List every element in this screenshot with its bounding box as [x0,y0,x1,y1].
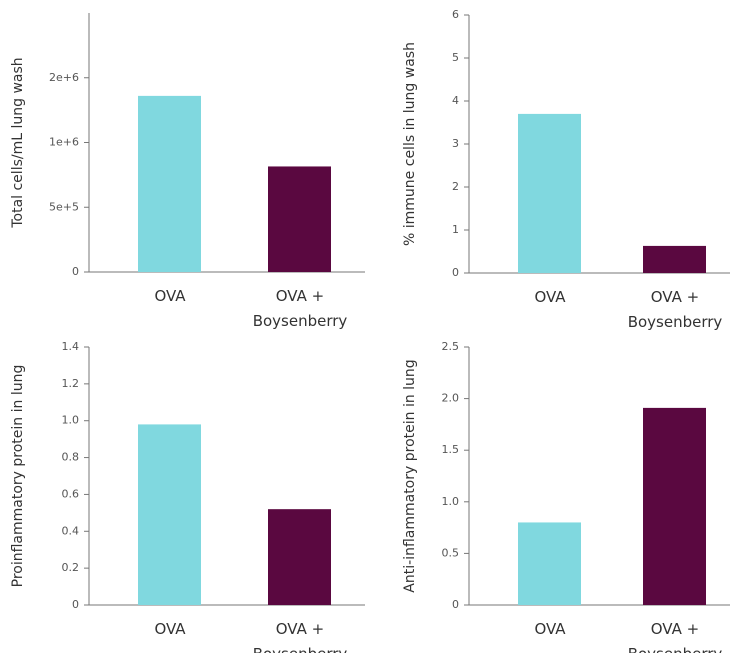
x-tick-label: OVA + Boysenberry [628,620,723,653]
x-tick-label: OVA [534,288,566,306]
x-tick-label: OVA [534,620,566,638]
y-tick-label: 1.4 [62,340,80,353]
bar [138,95,201,272]
y-tick-label: 1.2 [62,377,80,390]
bar [138,424,201,605]
y-tick-label: 0 [452,266,459,279]
y-tick-label: 2e+6 [49,71,79,84]
x-tick-label: OVA + Boysenberry [627,288,723,331]
y-tick-label: 0.4 [62,524,80,537]
y-tick-label: 0.8 [62,451,80,464]
y-tick-label: 1.0 [442,495,460,508]
y-tick-label: 0 [72,265,79,278]
y-axis-label: % immune cells in lung wash [402,42,418,246]
bar [268,166,331,272]
bar [643,245,706,273]
y-tick-label: 0.5 [442,546,460,559]
y-axis-label: Total cells/mL lung wash [10,57,26,228]
x-tick-label: OVA [154,620,186,638]
y-tick-label: 0 [72,598,79,611]
y-tick-label: 6 [452,8,459,21]
y-tick-label: 3 [452,137,459,150]
y-tick-label: 5e+5 [49,200,79,213]
y-tick-label: 5 [452,51,459,64]
y-tick-label: 2 [452,180,459,193]
bar [268,509,331,605]
y-tick-label: 0.2 [62,561,80,574]
y-tick-label: 0.6 [62,487,80,500]
y-tick-label: 0 [452,598,459,611]
y-tick-label: 2.5 [442,340,460,353]
y-tick-label: 1 [452,223,459,236]
bar [518,113,581,274]
y-tick-label: 1.5 [442,443,460,456]
bar [518,522,581,605]
y-axis-label: Anti-inflammatory protein in lung [402,359,418,592]
x-tick-label: OVA [154,287,186,305]
y-tick-label: 4 [452,94,459,107]
bar [643,407,706,605]
y-tick-label: 1e+6 [49,136,79,149]
y-axis-label: Proinflammatory protein in lung [10,365,26,588]
x-tick-label: OVA + Boysenberry [253,620,348,653]
y-tick-label: 2.0 [442,392,460,405]
y-tick-label: 1.0 [62,414,80,427]
x-tick-label: OVA + Boysenberry [252,287,348,330]
